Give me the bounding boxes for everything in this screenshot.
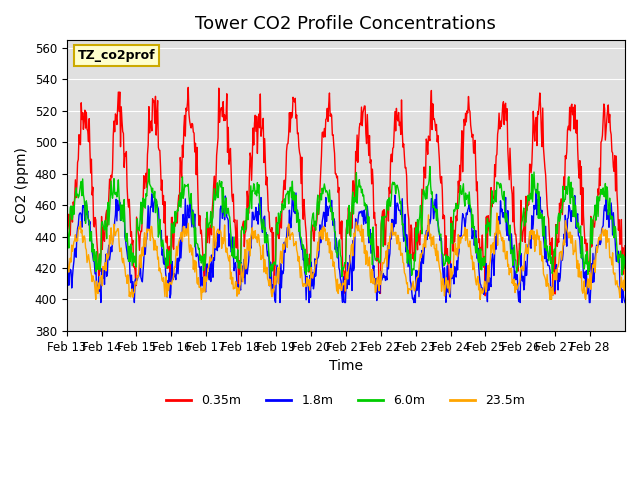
1.8m	[621, 300, 629, 305]
23.5m	[621, 266, 629, 272]
X-axis label: Time: Time	[329, 359, 363, 373]
23.5m	[259, 242, 267, 248]
1.8m	[232, 260, 239, 265]
23.5m	[436, 264, 444, 270]
6.0m	[280, 207, 287, 213]
Title: Tower CO2 Profile Concentrations: Tower CO2 Profile Concentrations	[195, 15, 496, 33]
6.0m	[259, 227, 266, 232]
23.5m	[92, 297, 100, 302]
0.35m	[63, 212, 70, 217]
Line: 23.5m: 23.5m	[67, 213, 625, 300]
Text: TZ_co2prof: TZ_co2prof	[78, 49, 156, 62]
1.8m	[97, 300, 105, 305]
0.35m	[184, 84, 192, 90]
0.35m	[232, 228, 239, 234]
Legend: 0.35m, 1.8m, 6.0m, 23.5m: 0.35m, 1.8m, 6.0m, 23.5m	[161, 389, 531, 412]
1.8m	[63, 276, 70, 281]
1.8m	[280, 240, 288, 245]
1.8m	[532, 187, 540, 192]
0.35m	[129, 242, 136, 248]
Line: 6.0m: 6.0m	[67, 167, 625, 277]
6.0m	[129, 263, 136, 269]
23.5m	[280, 246, 288, 252]
6.0m	[404, 247, 412, 253]
0.35m	[259, 116, 267, 121]
1.8m	[436, 229, 444, 235]
Y-axis label: CO2 (ppm): CO2 (ppm)	[15, 147, 29, 223]
1.8m	[404, 264, 412, 270]
Line: 1.8m: 1.8m	[67, 190, 625, 302]
0.35m	[481, 293, 489, 299]
6.0m	[338, 274, 346, 280]
23.5m	[63, 264, 70, 270]
23.5m	[493, 210, 500, 216]
23.5m	[129, 294, 137, 300]
6.0m	[426, 164, 434, 169]
6.0m	[436, 232, 444, 238]
6.0m	[231, 255, 239, 261]
1.8m	[129, 279, 137, 285]
Line: 0.35m: 0.35m	[67, 87, 625, 296]
6.0m	[621, 254, 629, 260]
0.35m	[280, 177, 288, 183]
0.35m	[621, 243, 629, 249]
6.0m	[63, 220, 70, 226]
23.5m	[232, 279, 239, 285]
1.8m	[259, 217, 267, 223]
0.35m	[436, 156, 444, 162]
0.35m	[404, 210, 412, 216]
23.5m	[404, 291, 412, 297]
